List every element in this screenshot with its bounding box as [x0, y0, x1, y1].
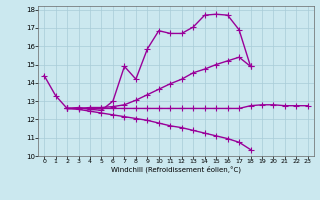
- X-axis label: Windchill (Refroidissement éolien,°C): Windchill (Refroidissement éolien,°C): [111, 166, 241, 173]
